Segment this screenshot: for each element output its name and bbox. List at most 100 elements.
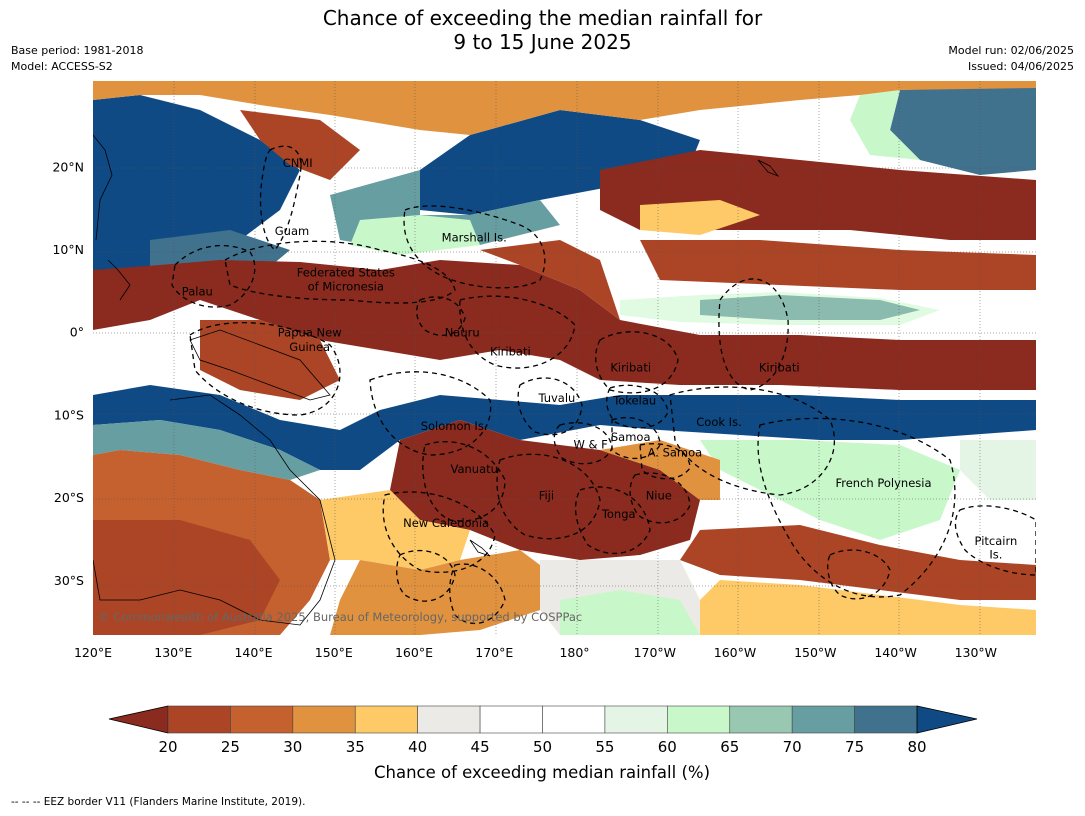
zone-dry-south-central: [390, 420, 700, 560]
region-label: Palau: [182, 284, 213, 298]
region-label: Solomon Is.: [421, 419, 488, 433]
region-label: Marshall Is.: [442, 231, 507, 245]
coastline-new-guinea: [189, 329, 331, 401]
copyright-notice: © Commonwealth of Australia 2025, Bureau…: [98, 610, 582, 624]
colorbar-cell: [230, 705, 294, 734]
eez-kiribati-west: [459, 295, 576, 369]
issued-text: Issued: 04/06/2025: [967, 60, 1074, 73]
zone-wet-northwest: [93, 95, 300, 270]
region-label: Guam: [275, 224, 309, 238]
region-label: Tokelau: [612, 394, 656, 408]
region-label: A. Samoa: [648, 446, 703, 460]
zone-dry-png: [200, 320, 340, 400]
eez-new-caledonia: [382, 491, 496, 573]
region-label: French Polynesia: [835, 476, 931, 490]
footer-note: -- -- -- EEZ border V11 (Flanders Marine…: [11, 796, 306, 808]
longitude-tick-label: 120°E: [74, 645, 112, 660]
zone-moderate-south-tasman: [330, 550, 560, 635]
eez-nauru: [416, 296, 466, 336]
eez-austral: [827, 549, 891, 600]
zone-wet-far-northeast: [890, 85, 1036, 175]
colorbar-cell: [292, 705, 356, 734]
eez-kermadec: [449, 563, 506, 624]
eez-fsm: [224, 240, 456, 304]
region-label: W & F: [573, 437, 607, 451]
model-run-text: Model run: 02/06/2025: [948, 44, 1074, 57]
colorbar-tick-label: 50: [533, 738, 552, 756]
zone-wet-north-central: [420, 110, 700, 215]
colorbar-cell: [354, 705, 418, 734]
zone-wet-south-band: [93, 385, 1036, 470]
latitude-tick-label: 10°S: [54, 407, 84, 422]
region-label: Samoa: [611, 430, 651, 444]
zone-moderate-north-edge: [93, 81, 1036, 135]
region-label: Vanuatu: [450, 462, 497, 476]
title-line-2: 9 to 15 June 2025: [453, 30, 632, 54]
colorbar-cell: [667, 705, 731, 734]
eez-samoa: [611, 416, 661, 460]
colorbar-cell: [604, 705, 668, 734]
graticule: [93, 81, 1036, 635]
colorbar-cell: [729, 705, 793, 734]
colorbar-cell: [791, 705, 855, 734]
colorbar-cell: [417, 705, 481, 734]
eez-french-polynesia: [757, 417, 956, 598]
colorbar-tick-label: 45: [471, 738, 490, 756]
latitude-labels: 20°N 10°N 0° 10°S 20°S 30°S: [52, 159, 84, 587]
eez-pitcairn: [954, 505, 1036, 576]
longitude-tick-label: 160°W: [714, 645, 756, 660]
colorbar-tick-label: 40: [408, 738, 427, 756]
longitude-labels: 120°E 130°E 140°E 150°E 160°E 170°E 180° 170°W 1…: [74, 645, 997, 660]
colorbar-cell: [854, 705, 918, 734]
model-text: Model: ACCESS-S2: [11, 60, 113, 73]
colorbar-tick-label: 70: [783, 738, 802, 756]
longitude-tick-label: 160°E: [395, 645, 433, 660]
colorbar-tick-label: 65: [720, 738, 739, 756]
zone-light-green-east: [960, 440, 1036, 500]
chart-title: Chance of exceeding the median rainfall …: [0, 6, 1085, 54]
zone-dry-equatorial: [93, 260, 1036, 390]
eez-vanuatu: [422, 441, 506, 522]
eez-kiribati-central: [595, 331, 679, 394]
eez-american-samoa: [639, 443, 691, 480]
zone-dry-northeast-south: [640, 240, 1036, 290]
zone-moderate-tasman: [320, 490, 470, 570]
latitude-tick-label: 20°S: [54, 490, 84, 505]
region-label: Pitcairn: [975, 534, 1018, 548]
region-label: Tuvalu: [537, 391, 575, 405]
zone-dry-north-patch: [240, 110, 360, 180]
rainfall-zones: [93, 81, 1036, 635]
longitude-tick-label: 180°: [559, 645, 589, 660]
region-label: Kiribati: [759, 360, 800, 374]
region-label: Guinea: [289, 340, 330, 354]
coastlines: [93, 134, 780, 626]
coastline-philippines-west: [93, 134, 113, 241]
colorbar-tick-label: 75: [845, 738, 864, 756]
region-label: Is.: [989, 547, 1002, 561]
colorbar-tick-label: 55: [595, 738, 614, 756]
colorbar-tick-label: 35: [346, 738, 365, 756]
zone-green-far-northeast: [850, 90, 920, 160]
colorbar-over-triangle: [916, 705, 978, 734]
colorbar-tick-label: 60: [658, 738, 677, 756]
zone-moderate-northeast: [640, 200, 760, 235]
zone-moderate-south-central: [600, 440, 720, 500]
longitude-tick-label: 170°W: [634, 645, 676, 660]
eez-tonga: [574, 486, 651, 555]
eez-borders: [171, 145, 1036, 624]
region-label: CNMI: [283, 156, 313, 170]
coastline-borneo: [107, 259, 131, 301]
region-label: Tonga: [601, 507, 636, 521]
colorbar-tick-label: 20: [158, 738, 177, 756]
region-label: Kiribati: [610, 360, 651, 374]
title-line-1: Chance of exceeding the median rainfall …: [322, 6, 763, 30]
colorbar-cells: [167, 705, 918, 734]
latitude-tick-label: 20°N: [52, 159, 84, 174]
latitude-tick-label: 10°N: [52, 242, 84, 257]
eez-tokelau: [606, 384, 669, 429]
colorbar-under-triangle: [108, 705, 169, 734]
zone-green-south: [560, 590, 700, 635]
